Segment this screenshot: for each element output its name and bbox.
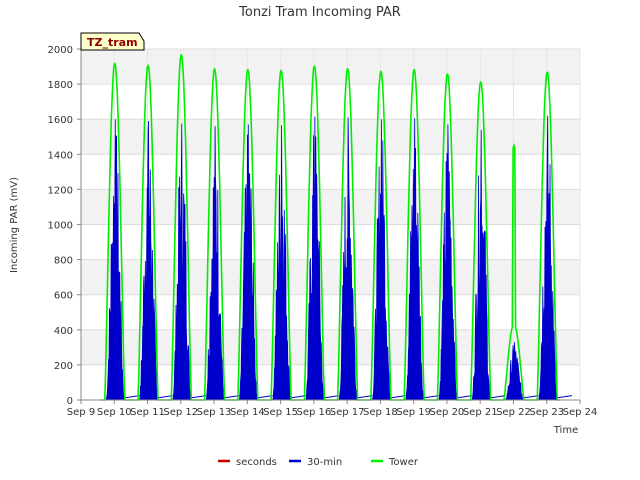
series-30min-day-13	[505, 342, 525, 401]
series-30min-night	[357, 395, 373, 399]
series-30min-night	[523, 395, 539, 399]
series-30min-day-1	[105, 119, 125, 401]
series-30min-night	[190, 395, 207, 399]
x-tick-label: Sep 24	[563, 407, 598, 418]
x-tick-label: Sep 14	[230, 407, 265, 418]
series-layer	[100, 54, 573, 401]
series-30min-day-6	[272, 125, 292, 401]
badge: TZ_tram	[80, 32, 145, 51]
y-tick-label: 2000	[48, 45, 73, 56]
x-tick-label: Sep 11	[130, 407, 165, 418]
series-30min-night	[390, 395, 406, 399]
series-30min-night	[124, 395, 140, 399]
x-tick-label: Sep 18	[363, 407, 398, 418]
y-tick-label: 1800	[48, 80, 73, 91]
series-30min-night	[223, 395, 240, 399]
series-30min-night	[290, 395, 306, 399]
series-30min-day-14	[538, 115, 558, 401]
series-30min-day-12	[471, 129, 491, 401]
legend-label-30-min: 30-min	[307, 457, 342, 468]
grid-band	[81, 49, 580, 85]
x-tick-label: Sep 15	[263, 407, 298, 418]
legend: seconds 30-min Tower	[218, 457, 419, 468]
y-tick-label: 600	[54, 291, 73, 302]
y-tick-label: 400	[54, 326, 73, 337]
x-tick-label: Sep 20	[430, 407, 465, 418]
series-30min-night	[157, 395, 173, 399]
y-tick-label: 1600	[48, 115, 73, 126]
grid-band	[81, 189, 580, 225]
legend-label-seconds: seconds	[236, 457, 277, 468]
series-30min-night	[456, 395, 473, 399]
series-30min-day-5	[238, 124, 258, 401]
y-tick-label: 1000	[48, 221, 73, 232]
chart-title: Tonzi Tram Incoming PAR	[238, 5, 401, 20]
series-30min-day-9	[371, 119, 391, 401]
x-tick-label: Sep 23	[529, 407, 564, 418]
badge-label: TZ_tram	[87, 36, 138, 49]
y-tick-label: 200	[54, 361, 73, 372]
x-tick-label: Sep 16	[296, 407, 331, 418]
y-axis-title: Incoming PAR (mV)	[9, 177, 20, 273]
x-tick-label: Sep 19	[396, 407, 431, 418]
legend-label-Tower: Tower	[388, 457, 419, 468]
series-30min-day-4	[205, 126, 225, 401]
x-tick-label: Sep 22	[496, 407, 531, 418]
series-30min-night	[556, 395, 573, 399]
series-30min-day-10	[405, 118, 425, 401]
badge-box	[80, 32, 145, 51]
x-tick-label: Sep 12	[163, 407, 198, 418]
x-axis-title: Time	[553, 425, 578, 436]
x-tick-label: Sep 9	[67, 407, 95, 418]
series-30min-day-3	[172, 123, 192, 401]
grid-band	[81, 329, 580, 365]
series-30min-night	[490, 395, 506, 399]
x-tick-label: Sep 13	[197, 407, 232, 418]
y-tick-label: 1200	[48, 185, 73, 196]
series-30min-night	[323, 395, 340, 399]
x-tick-label: Sep 10	[97, 407, 132, 418]
x-tick-label: Sep 17	[330, 407, 365, 418]
series-30min-night	[257, 395, 273, 399]
y-tick-label: 800	[54, 256, 73, 267]
series-30min-day-11	[438, 124, 458, 401]
grid-band	[81, 259, 580, 295]
x-tick-label: Sep 21	[463, 407, 498, 418]
series-30min-day-8	[338, 117, 358, 401]
y-tick-label: 0	[67, 396, 73, 407]
y-tick-label: 1400	[48, 150, 73, 161]
series-30min-night	[423, 395, 440, 399]
grid-band	[81, 119, 580, 155]
axis-layer: 0 200 400 600 800 1000 1200 1400 1600 1800 2000 Sep…	[48, 45, 598, 418]
series-30min-day-7	[305, 116, 325, 401]
series-30min-day-2	[138, 120, 158, 401]
